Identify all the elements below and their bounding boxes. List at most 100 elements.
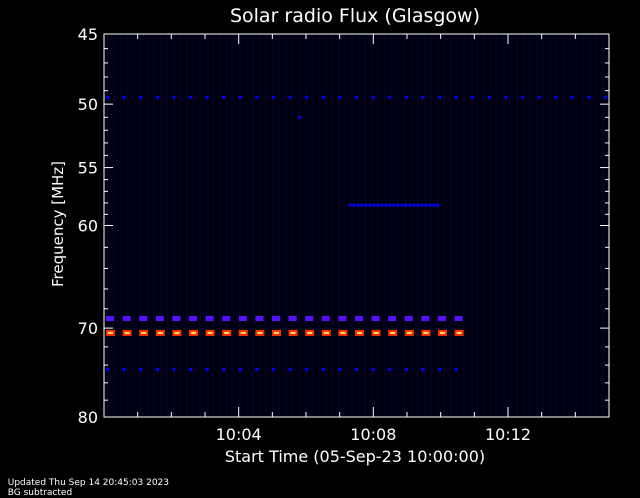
emission-segment bbox=[471, 95, 475, 99]
time-stripe bbox=[258, 35, 261, 416]
emission-segment bbox=[272, 316, 280, 321]
time-stripe bbox=[437, 35, 439, 416]
emission-peak bbox=[124, 331, 130, 334]
time-stripe bbox=[483, 35, 485, 416]
emission-segment bbox=[321, 316, 330, 321]
emission-peak bbox=[174, 331, 180, 334]
y-tick-label: 45 bbox=[78, 25, 98, 44]
emission-segment bbox=[360, 203, 364, 207]
emission-bands bbox=[106, 95, 607, 372]
time-stripe bbox=[503, 35, 505, 416]
time-stripe bbox=[410, 35, 413, 416]
emission-segment bbox=[392, 203, 396, 207]
emission-segment bbox=[139, 95, 143, 99]
emission-segment bbox=[288, 316, 297, 321]
emission-peak bbox=[340, 331, 346, 334]
time-stripe bbox=[186, 35, 188, 416]
time-stripe bbox=[357, 35, 360, 416]
emission-segment bbox=[408, 203, 412, 207]
emission-segment bbox=[288, 368, 292, 372]
emission-segment bbox=[421, 95, 425, 99]
emission-segment bbox=[122, 316, 131, 321]
time-stripe bbox=[239, 35, 241, 416]
emission-segment bbox=[454, 95, 458, 99]
time-stripe bbox=[377, 35, 380, 416]
emission-segment bbox=[321, 95, 325, 99]
emission-segment bbox=[122, 95, 126, 99]
y-tick-label: 80 bbox=[78, 408, 98, 427]
time-stripe bbox=[549, 35, 551, 416]
emission-peak bbox=[108, 331, 113, 334]
time-stripe bbox=[318, 35, 320, 416]
emission-segment bbox=[428, 203, 432, 207]
emission-peak bbox=[406, 331, 412, 334]
emission-segment bbox=[205, 316, 214, 321]
time-stripe bbox=[569, 35, 571, 416]
emission-peak bbox=[307, 331, 313, 334]
time-stripe bbox=[397, 35, 399, 416]
emission-peak bbox=[141, 331, 147, 334]
emission-peak bbox=[290, 331, 296, 334]
time-stripe bbox=[120, 35, 122, 416]
time-stripe bbox=[272, 35, 274, 416]
emission-segment bbox=[388, 203, 392, 207]
time-stripe bbox=[291, 35, 294, 416]
emission-segment bbox=[416, 203, 420, 207]
time-stripe bbox=[179, 35, 182, 416]
time-stripe bbox=[470, 35, 472, 416]
emission-segment bbox=[106, 368, 109, 372]
emission-segment bbox=[238, 95, 242, 99]
emission-segment bbox=[305, 316, 314, 321]
emission-segment bbox=[272, 95, 275, 99]
emission-peak bbox=[456, 331, 462, 334]
emission-segment bbox=[454, 316, 463, 321]
emission-segment bbox=[396, 203, 400, 207]
emission-segment bbox=[438, 95, 441, 99]
emission-segment bbox=[604, 95, 607, 99]
time-stripe bbox=[305, 35, 307, 416]
emission-segment bbox=[205, 368, 209, 372]
emission-segment bbox=[238, 368, 242, 372]
emission-segment bbox=[106, 95, 109, 99]
time-stripe bbox=[351, 35, 353, 416]
time-stripe bbox=[555, 35, 558, 416]
time-stripe bbox=[443, 35, 446, 416]
time-stripe bbox=[126, 35, 129, 416]
emission-peak bbox=[207, 331, 213, 334]
time-stripe bbox=[529, 35, 531, 416]
time-stripe bbox=[430, 35, 432, 416]
emission-segment bbox=[404, 203, 408, 207]
emission-segment bbox=[222, 316, 231, 321]
time-stripe bbox=[192, 35, 195, 416]
emission-segment bbox=[338, 95, 342, 99]
emission-segment bbox=[356, 203, 360, 207]
time-stripe bbox=[232, 35, 234, 416]
emission-peak bbox=[373, 331, 379, 334]
emission-segment bbox=[189, 368, 192, 372]
emission-segment bbox=[172, 316, 181, 321]
background-note: BG subtracted bbox=[7, 488, 73, 498]
plot-frame bbox=[103, 33, 610, 418]
time-stripe bbox=[582, 35, 584, 416]
x-tick-label: 10:08 bbox=[350, 425, 396, 444]
emission-peak bbox=[440, 331, 445, 334]
y-tick-label: 70 bbox=[78, 319, 98, 338]
emission-peak bbox=[157, 331, 163, 334]
emission-segment bbox=[139, 368, 143, 372]
time-stripe bbox=[476, 35, 479, 416]
time-stripe bbox=[166, 35, 168, 416]
y-tick-label: 50 bbox=[78, 95, 98, 114]
emission-segment bbox=[355, 95, 358, 99]
y-tick-label: 55 bbox=[78, 159, 98, 178]
time-stripes bbox=[107, 35, 611, 416]
emission-segment bbox=[189, 95, 192, 99]
emission-segment bbox=[305, 95, 309, 99]
time-stripe bbox=[417, 35, 419, 416]
emission-segment bbox=[205, 95, 209, 99]
time-stripe bbox=[344, 35, 347, 416]
x-tick-label: 10:04 bbox=[216, 425, 262, 444]
time-stripe bbox=[225, 35, 228, 416]
emission-segment bbox=[380, 203, 384, 207]
footer: Updated Thu Sep 14 20:45:03 2023 BG subt… bbox=[2, 468, 183, 498]
emission-segment bbox=[570, 95, 574, 99]
